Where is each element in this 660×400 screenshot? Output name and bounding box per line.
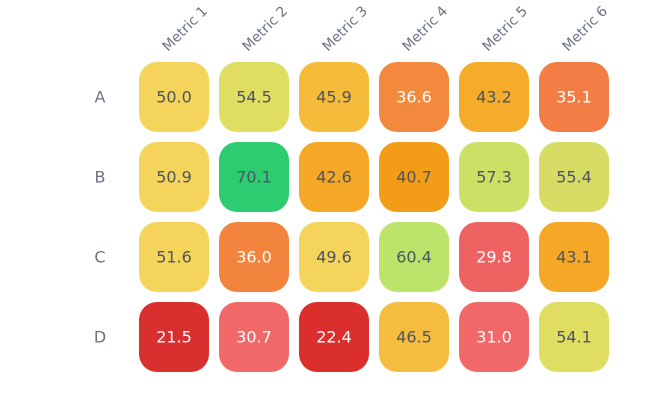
heatmap-cell-c-metric-3 <box>299 222 369 292</box>
heatmap-cell-value: 50.0 <box>156 88 192 107</box>
heatmap-cell-value: 43.2 <box>476 88 512 107</box>
heatmap-cell-a-metric-5 <box>459 62 529 132</box>
heatmap-cell-value: 54.5 <box>236 88 272 107</box>
row-label-b: B <box>95 168 106 187</box>
heatmap-cell-b-metric-4 <box>379 142 449 212</box>
heatmap-cell-a-metric-2 <box>219 62 289 132</box>
column-label-metric-5: Metric 5 <box>480 3 532 55</box>
row-label-d: D <box>94 328 106 347</box>
heatmap-cell-d-metric-6 <box>539 302 609 372</box>
heatmap-cell-value: 45.9 <box>316 88 352 107</box>
heatmap-cell-value: 50.9 <box>156 168 192 187</box>
heatmap-cell-c-metric-5 <box>459 222 529 292</box>
heatmap-cell-b-metric-3 <box>299 142 369 212</box>
heatmap-cell-c-metric-6 <box>539 222 609 292</box>
row-labels: A B C D <box>94 88 106 347</box>
heatmap-cell-value: 54.1 <box>556 328 592 347</box>
heatmap-cell-c-metric-2 <box>219 222 289 292</box>
heatmap-cell-value: 30.7 <box>236 328 272 347</box>
column-label-metric-6: Metric 6 <box>560 3 612 55</box>
heatmap-cell-d-metric-2 <box>219 302 289 372</box>
heatmap-cell-value: 57.3 <box>476 168 512 187</box>
column-label-metric-2: Metric 2 <box>240 3 292 55</box>
heatmap-cell-a-metric-3 <box>299 62 369 132</box>
heatmap-cell-value: 42.6 <box>316 168 352 187</box>
heatmap-cell-value: 35.1 <box>556 88 592 107</box>
heatmap-cell-value: 31.0 <box>476 328 512 347</box>
heatmap-cell-b-metric-6 <box>539 142 609 212</box>
heatmap-cell-value: 29.8 <box>476 248 512 267</box>
column-labels: Metric 1 Metric 2 Metric 3 Metric 4 Metric 5… <box>160 3 612 55</box>
heatmap-cell-d-metric-4 <box>379 302 449 372</box>
heatmap-cell-value: 55.4 <box>556 168 592 187</box>
heatmap-cell-value: 49.6 <box>316 248 352 267</box>
heatmap-cell-value: 70.1 <box>236 168 272 187</box>
heatmap-cell-value: 22.4 <box>316 328 352 347</box>
heatmap-cell-a-metric-1 <box>139 62 209 132</box>
heatmap-cell-a-metric-4 <box>379 62 449 132</box>
heatmap-cell-value: 21.5 <box>156 328 192 347</box>
heatmap-cell-a-metric-6 <box>539 62 609 132</box>
heatmap-cell-value: 60.4 <box>396 248 432 267</box>
column-label-metric-3: Metric 3 <box>320 3 372 55</box>
heatmap-cell-value: 40.7 <box>396 168 432 187</box>
row-label-a: A <box>95 88 106 107</box>
heatmap-cell-value: 51.6 <box>156 248 192 267</box>
heatmap-cell-b-metric-2 <box>219 142 289 212</box>
heatmap-cell-c-metric-1 <box>139 222 209 292</box>
heatmap-cell-value: 36.0 <box>236 248 272 267</box>
heatmap-cell-d-metric-5 <box>459 302 529 372</box>
heatmap-cell-value: 46.5 <box>396 328 432 347</box>
heatmap-cell-b-metric-5 <box>459 142 529 212</box>
column-label-metric-1: Metric 1 <box>160 3 212 55</box>
heatmap-cell-d-metric-1 <box>139 302 209 372</box>
heatmap-cell-d-metric-3 <box>299 302 369 372</box>
heatmap-cell-c-metric-4 <box>379 222 449 292</box>
heatmap-cell-b-metric-1 <box>139 142 209 212</box>
column-label-metric-4: Metric 4 <box>400 3 452 55</box>
heatmap-cell-value: 43.1 <box>556 248 592 267</box>
row-label-c: C <box>94 248 105 267</box>
heatmap-cells: 50.0 54.5 45.9 36.6 43.2 35.1 50.9 70.1 42.6 40.7… <box>139 62 609 372</box>
heatmap-cell-value: 36.6 <box>396 88 432 107</box>
